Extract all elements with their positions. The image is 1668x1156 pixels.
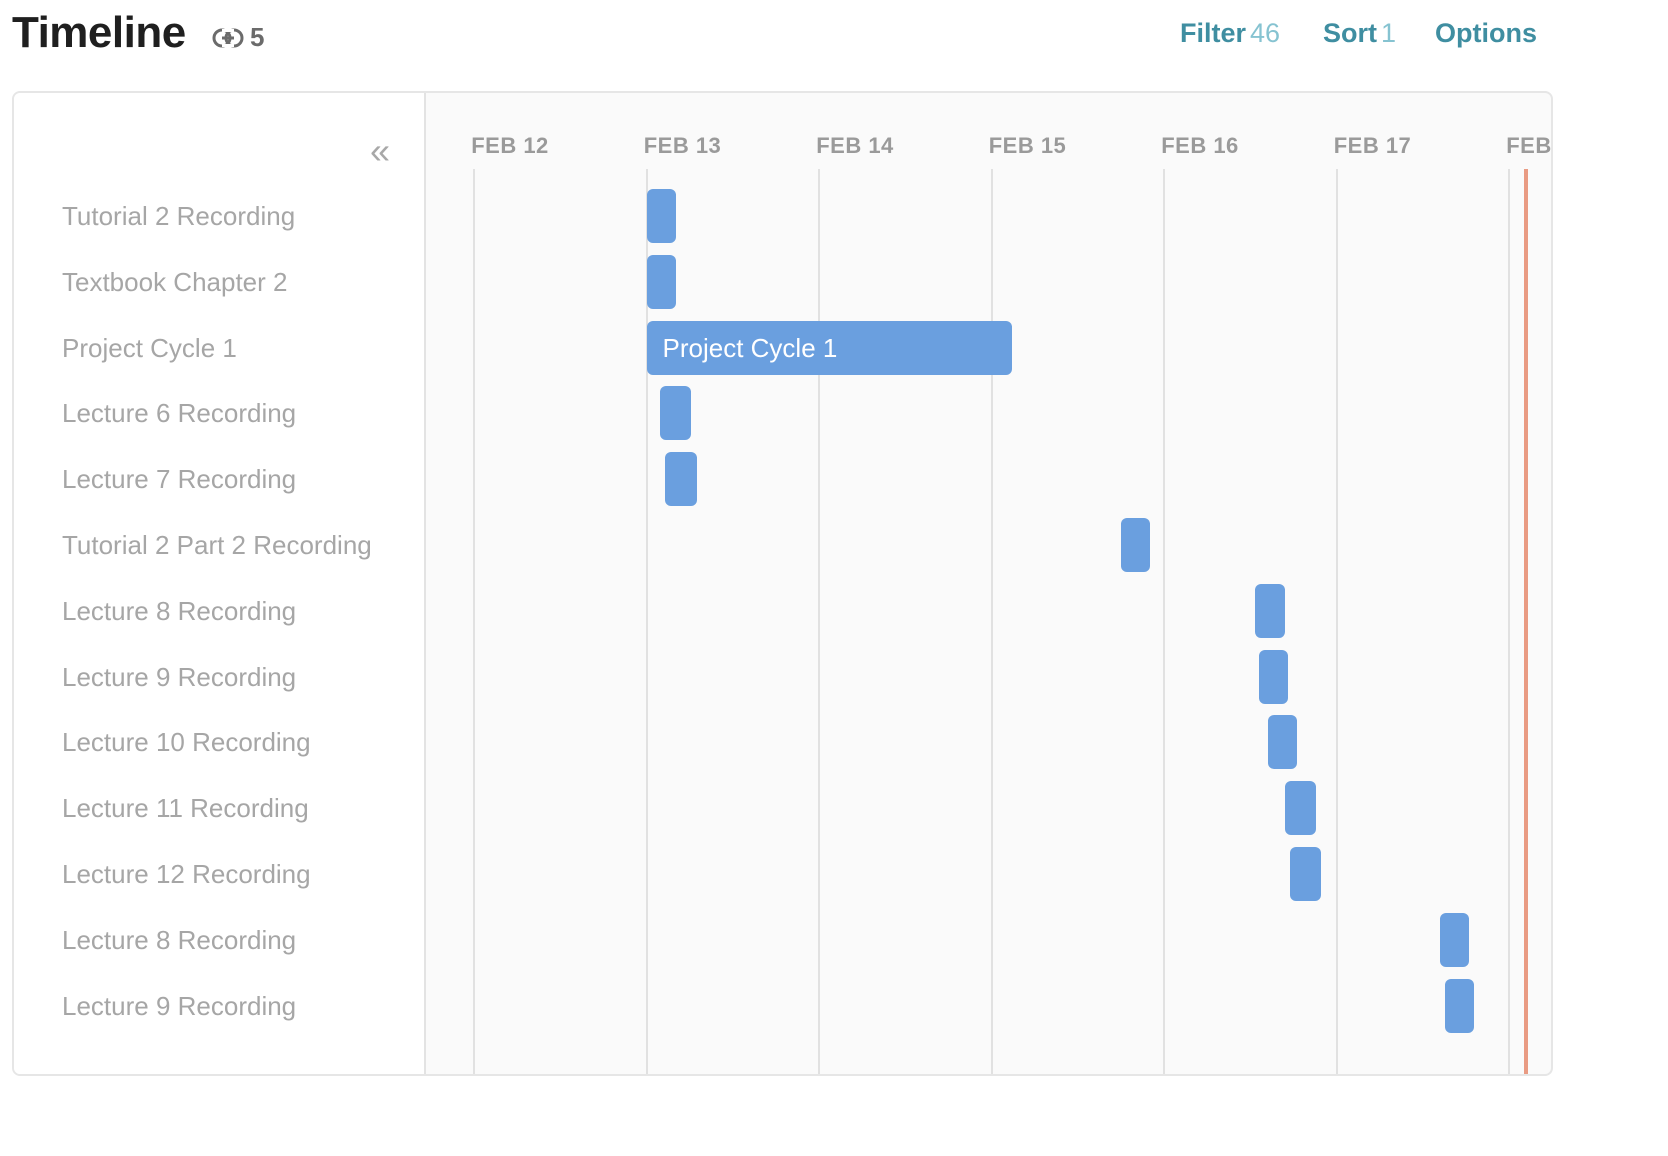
options-button[interactable]: Options	[1435, 18, 1537, 48]
timeline-bar[interactable]	[1258, 649, 1289, 704]
timeline-bar[interactable]	[646, 189, 676, 243]
linked-views-indicator[interactable]: 5	[212, 22, 264, 53]
task-row-label[interactable]: Lecture 8 Recording	[62, 595, 297, 626]
date-header-label: FEB 15	[988, 133, 1067, 158]
task-row-label[interactable]: Lecture 10 Recording	[62, 727, 311, 758]
filter-count: 46	[1250, 18, 1281, 48]
date-header-label: FEB 13	[643, 133, 722, 158]
task-row-label[interactable]: Lecture 7 Recording	[62, 464, 297, 495]
task-row-label[interactable]: Lecture 12 Recording	[62, 859, 311, 889]
task-row-label[interactable]: Lecture 8 Recording	[62, 924, 297, 955]
timeline-chart[interactable]: FEB 12 FEB 13 FEB 14 FEB 15 FEB 16 FEB 17 FEB …	[426, 93, 1552, 1074]
day-gridline	[818, 169, 820, 1074]
page-title: Timeline	[12, 8, 186, 57]
task-list: « Tutorial 2 Recording Textbook Chapter 2…	[14, 93, 426, 1074]
sort-label: Sort	[1323, 18, 1377, 48]
date-header-label: FEB 12	[471, 133, 549, 158]
filter-label: Filter	[1180, 18, 1247, 48]
task-row-label[interactable]: Textbook Chapter 2	[62, 266, 288, 297]
task-row-label[interactable]: Lecture 11 Recording	[62, 793, 309, 824]
timeline-bar[interactable]	[1284, 781, 1316, 836]
day-gridline	[990, 169, 993, 1074]
task-row-label[interactable]: Lecture 9 Recording	[62, 661, 297, 692]
link-count: 5	[250, 22, 265, 52]
sort-count: 1	[1381, 18, 1397, 48]
timeline-bar[interactable]	[1267, 715, 1297, 770]
date-header-label: FEB 16	[1161, 133, 1239, 158]
timeline-bar[interactable]	[665, 452, 697, 507]
filter-button[interactable]: Filter 46	[1180, 18, 1280, 49]
sort-button[interactable]: Sort 1	[1323, 18, 1396, 49]
timeline-bar-label: Project Cycle 1	[662, 332, 838, 363]
collapse-sidebar-icon[interactable]: «	[370, 130, 391, 171]
timeline-panel: « Tutorial 2 Recording Textbook Chapter 2…	[12, 91, 1553, 1076]
timeline-header: Timeline 5 Filter 46 Sort 1 Options	[0, 0, 1668, 92]
task-row-label[interactable]: Lecture 6 Recording	[62, 398, 297, 429]
timeline-bar[interactable]	[1445, 978, 1475, 1033]
date-header-label: FEB 14	[816, 133, 894, 158]
day-gridline	[645, 169, 648, 1074]
timeline-bar[interactable]: Project Cycle 1	[646, 320, 1013, 375]
day-gridline	[1508, 169, 1510, 1074]
task-row-label[interactable]: Tutorial 2 Recording	[62, 201, 296, 231]
task-row-label[interactable]: Tutorial 2 Part 2 Recording	[62, 530, 372, 560]
timeline-bar[interactable]	[646, 254, 676, 309]
today-marker	[1524, 169, 1529, 1074]
timeline-bar[interactable]	[1289, 847, 1321, 901]
task-row-label[interactable]: Lecture 9 Recording	[62, 990, 297, 1021]
day-gridline	[1335, 169, 1338, 1074]
date-header-label: FEB 17	[1333, 133, 1412, 158]
timeline-bar[interactable]	[1255, 583, 1285, 638]
task-row-label[interactable]: Project Cycle 1	[62, 332, 237, 363]
link-icon	[212, 27, 244, 49]
date-header-label: FEB 18	[1506, 133, 1552, 158]
timeline-bar[interactable]	[1120, 518, 1151, 572]
timeline-bar[interactable]	[1440, 912, 1470, 967]
timeline-bar[interactable]	[660, 386, 692, 441]
day-gridline	[473, 169, 475, 1074]
day-gridline	[1163, 169, 1165, 1074]
